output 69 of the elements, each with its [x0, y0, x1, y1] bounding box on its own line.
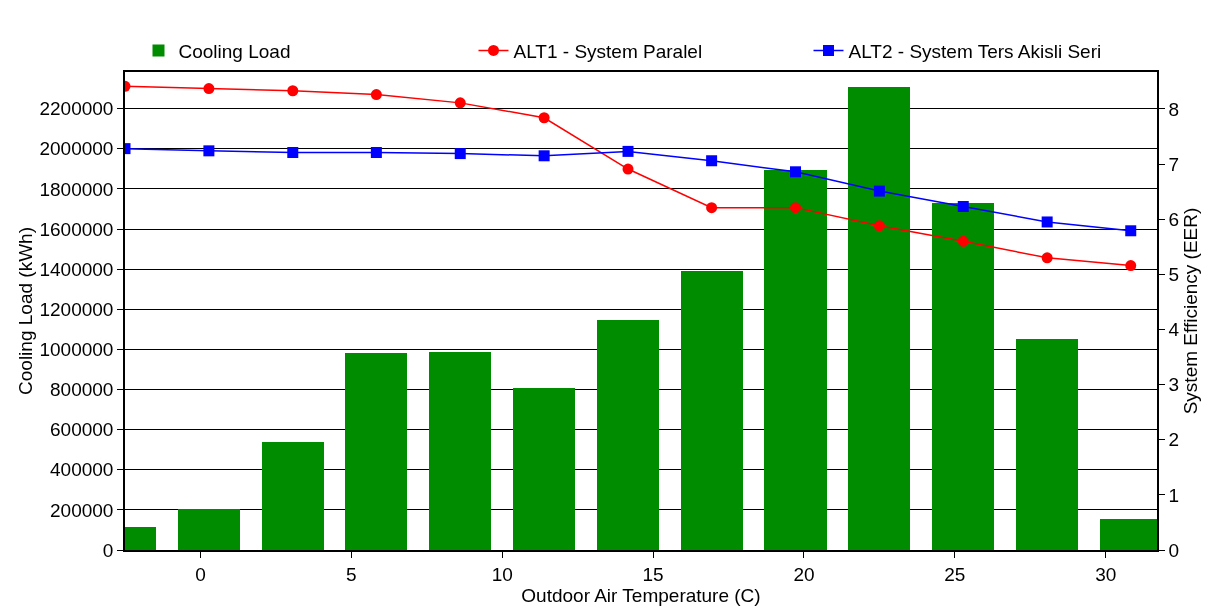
y-tick-label: 1200000 [39, 298, 114, 320]
y2-tick-label: 8 [1168, 98, 1180, 120]
y2-tick-label: 7 [1168, 153, 1180, 175]
y2-tick-label: 3 [1168, 374, 1180, 396]
y-tick-label: 400000 [50, 459, 114, 481]
x-tick-label: 15 [642, 563, 664, 585]
bar [262, 442, 324, 550]
point [287, 85, 299, 97]
x-tick-label: 25 [944, 563, 966, 585]
point [538, 112, 550, 124]
y-tick-label: 200000 [50, 499, 114, 521]
point [790, 166, 801, 178]
point [706, 155, 718, 167]
y-tick-label: 1600000 [39, 218, 114, 240]
bar [1016, 339, 1078, 550]
y-tick-label: 0 [102, 539, 114, 561]
point [873, 220, 885, 232]
point [622, 145, 634, 157]
y-tick-label: 800000 [50, 379, 114, 401]
point [454, 97, 466, 109]
y2-tick-label: 1 [1168, 484, 1180, 506]
y2-tick-label: 5 [1168, 263, 1180, 285]
x-tick-label: 20 [793, 563, 815, 585]
point [203, 145, 215, 157]
point [1125, 260, 1137, 272]
y-tick-label: 2200000 [39, 98, 114, 120]
bar [764, 170, 827, 550]
x-tick-label: 10 [491, 563, 513, 585]
point [287, 146, 299, 158]
point [873, 185, 885, 197]
y-tick-label: 1800000 [39, 178, 114, 200]
point [370, 89, 382, 101]
x-tick-label: 5 [346, 563, 357, 585]
point [1125, 225, 1137, 237]
x-axis-title: Outdoor Air Temperature (C) [521, 584, 761, 606]
point [1041, 216, 1053, 228]
y-tick-label: 2000000 [39, 138, 114, 160]
point [538, 150, 550, 162]
point [1041, 252, 1053, 264]
y-tick-label: 600000 [50, 419, 114, 441]
point [706, 202, 718, 214]
y2-tick-label: 0 [1168, 539, 1180, 561]
y2-axis-title: System Efficiency (EER) [1179, 207, 1201, 415]
bar [597, 320, 659, 550]
bar [932, 203, 994, 550]
bar [429, 352, 491, 550]
bar [681, 271, 743, 550]
legend-label: Cooling Load [178, 40, 291, 62]
y-tick-label: 1400000 [39, 258, 114, 280]
legend-label: ALT2 - System Ters Akisli Seri [848, 40, 1102, 62]
x-tick-label: 0 [195, 563, 206, 585]
bar [178, 509, 240, 550]
y2-tick-label: 4 [1168, 319, 1180, 341]
point [370, 146, 382, 158]
bar [848, 87, 910, 550]
bar [513, 388, 575, 550]
point [622, 163, 634, 175]
point [454, 148, 466, 160]
point [203, 83, 215, 95]
y-axis-title: Cooling Load (kWh) [14, 227, 36, 395]
x-tick-label: 30 [1095, 563, 1117, 585]
point [957, 201, 969, 213]
point [957, 235, 969, 247]
y2-tick-label: 6 [1168, 208, 1180, 230]
y2-tick-label: 2 [1168, 429, 1180, 451]
y-tick-label: 1000000 [39, 339, 114, 361]
legend-label: ALT1 - System Paralel [513, 40, 703, 62]
bar [345, 353, 407, 550]
point [790, 202, 801, 214]
